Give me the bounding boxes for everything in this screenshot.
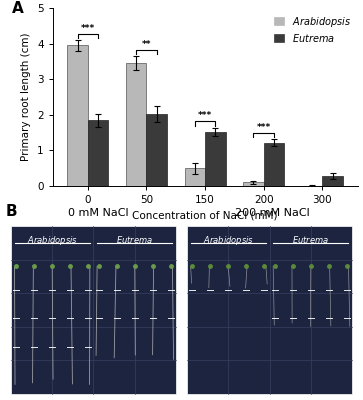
Y-axis label: Primary root length (cm): Primary root length (cm) [21,33,32,161]
Bar [243,182,264,186]
Bar [126,63,146,186]
Bar [205,132,226,186]
Legend: $\it{Arabidopsis}$, $\it{Eutrema}$: $\it{Arabidopsis}$, $\it{Eutrema}$ [272,13,353,46]
Text: B: B [5,204,17,219]
Bar [88,120,108,186]
Bar [67,45,88,186]
Text: ***: *** [81,24,95,32]
Bar [264,142,284,186]
Text: $\it{Arabidopsis}$: $\it{Arabidopsis}$ [26,234,78,247]
Text: A: A [12,1,23,16]
Text: $\it{Arabidopsis}$: $\it{Arabidopsis}$ [203,234,254,247]
Text: 200 mM NaCl: 200 mM NaCl [235,208,310,218]
Bar [146,114,167,186]
Text: $\it{Eutrema}$: $\it{Eutrema}$ [116,234,154,245]
Text: **: ** [142,40,151,48]
Bar [322,176,343,186]
Bar [184,168,205,186]
Bar [187,226,352,394]
Text: 0 mM NaCl: 0 mM NaCl [68,208,129,218]
Text: ***: *** [257,122,271,132]
X-axis label: Concentration of NaCl (mM): Concentration of NaCl (mM) [132,210,278,220]
Bar [11,226,176,394]
Text: $\it{Eutrema}$: $\it{Eutrema}$ [292,234,330,245]
Text: ***: *** [198,111,212,120]
